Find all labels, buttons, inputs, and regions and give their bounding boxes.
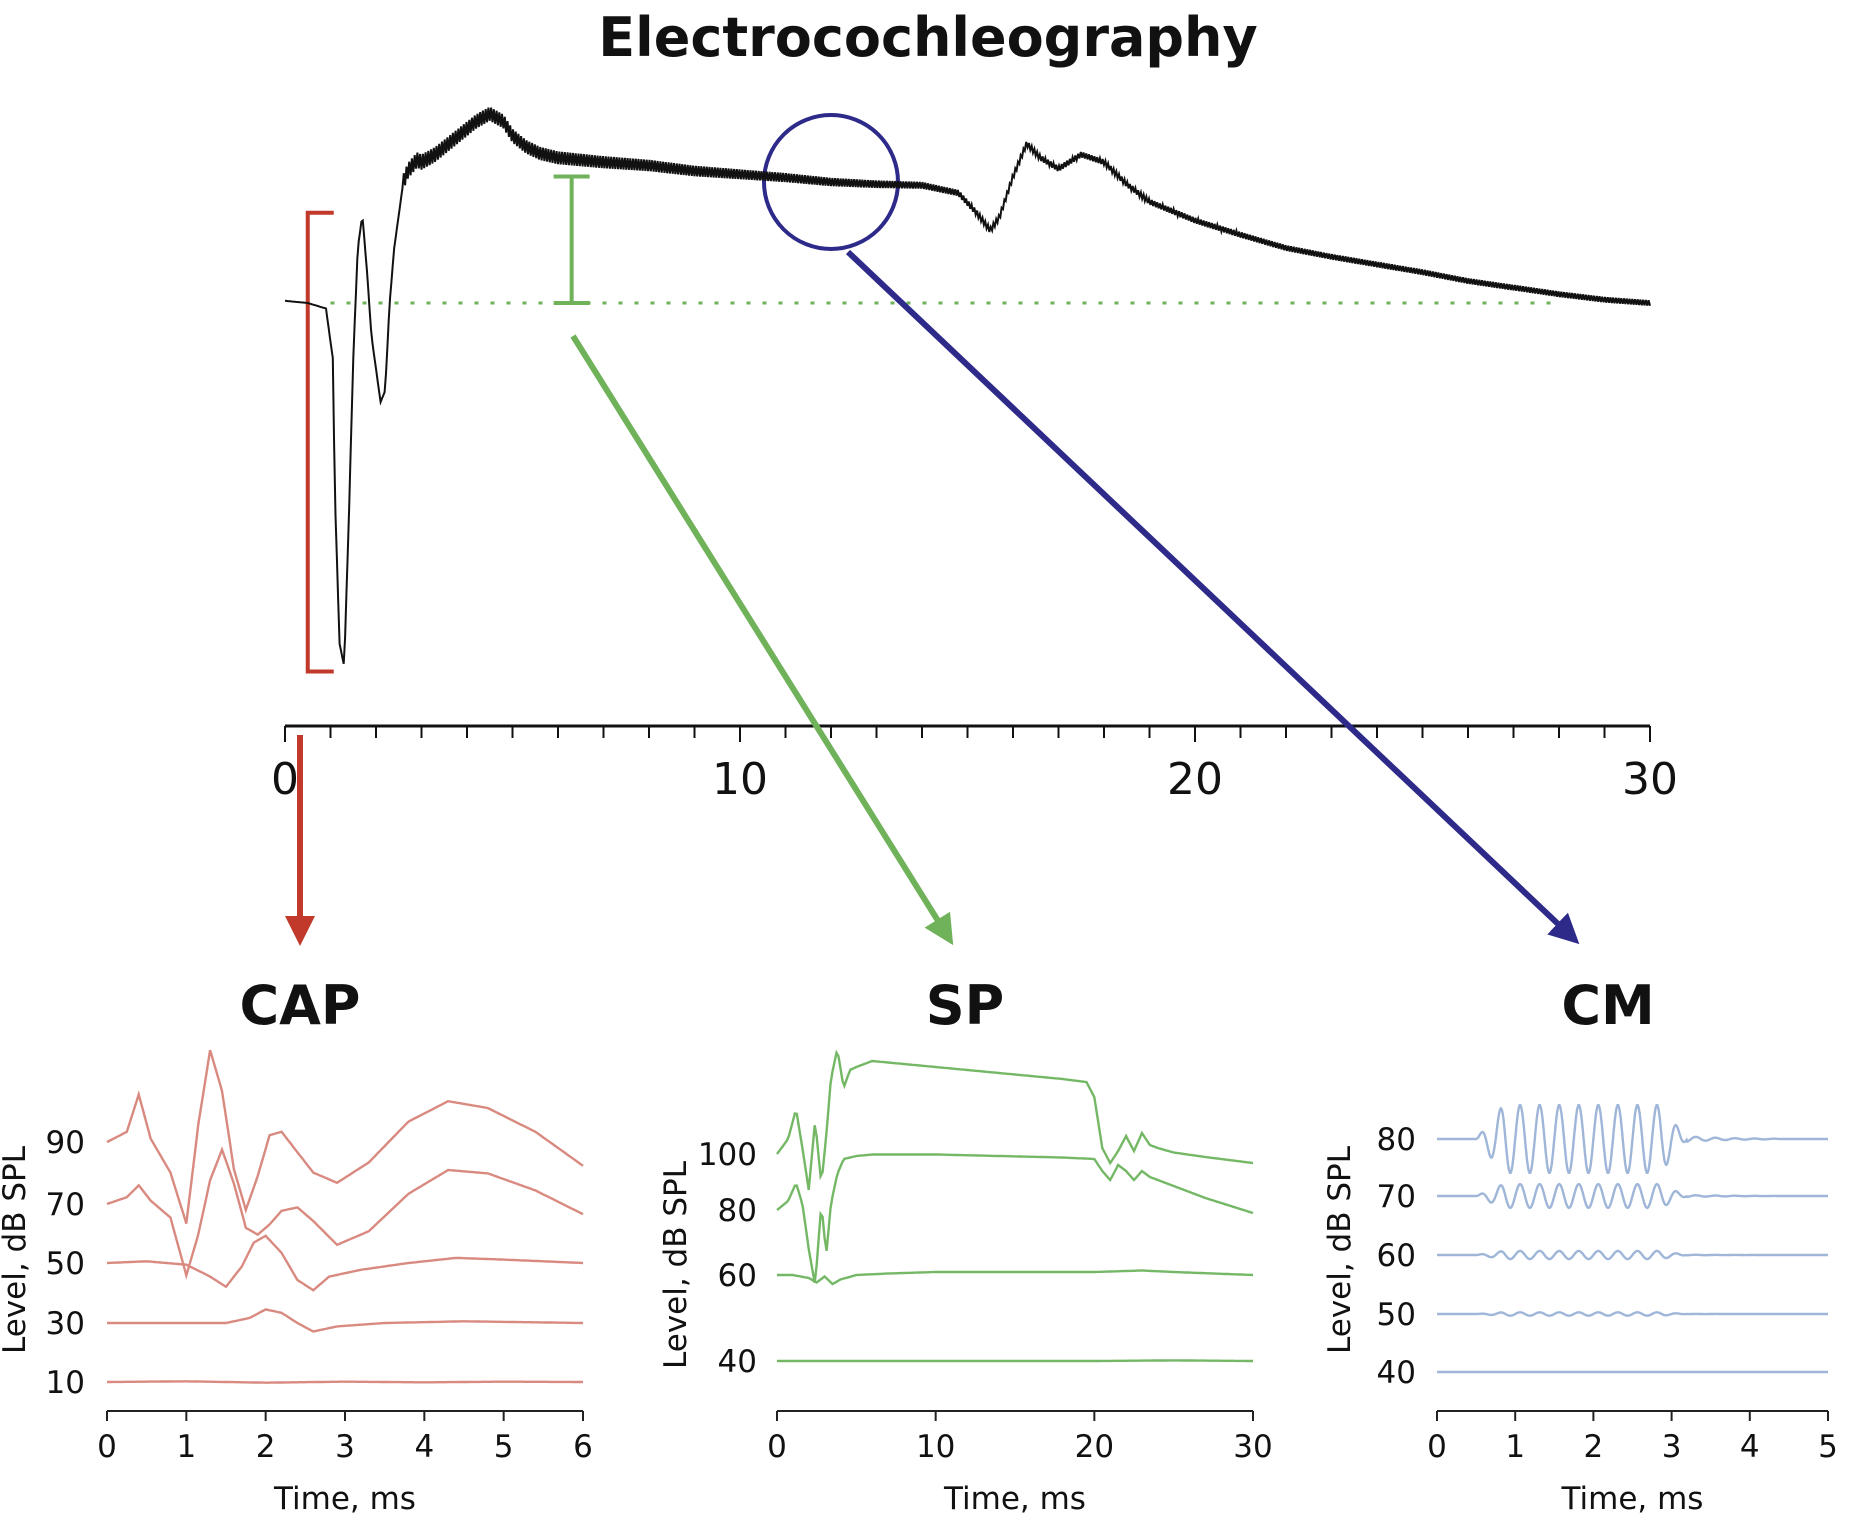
- cap-level-label: 50: [46, 1246, 85, 1282]
- cm-trace-60: [1437, 1249, 1828, 1261]
- cap-x-tick-label: 5: [494, 1429, 514, 1465]
- cm-trace-70: [1437, 1183, 1828, 1209]
- sp-level-label: 60: [718, 1258, 757, 1294]
- cap-bracket: [305, 210, 334, 674]
- sp-range-marker: [553, 174, 590, 305]
- cap-panel-title: CAP: [240, 974, 361, 1037]
- cap-trace-10: [107, 1380, 583, 1384]
- cm-level-label: 40: [1377, 1355, 1416, 1391]
- cap-level-label: 30: [46, 1306, 85, 1342]
- cap-x-axis-title: Time, ms: [273, 1481, 416, 1517]
- cm-level-label: 80: [1377, 1122, 1416, 1158]
- figure-title: Electrocochleography: [598, 6, 1257, 69]
- main-x-tick-label: 0: [271, 754, 299, 805]
- cm-panel: CM 0 1 2 3 4 5 Time, ms Level, dB SPL 80 70 60 50 40: [1322, 974, 1838, 1517]
- cap-level-label: 90: [46, 1125, 85, 1161]
- cap-level-label: 70: [46, 1187, 85, 1223]
- cm-x-tick-label: 3: [1662, 1429, 1682, 1465]
- cm-trace-50: [1437, 1311, 1828, 1317]
- sp-y-axis-title: Level, dB SPL: [658, 1160, 694, 1369]
- main-x-tick-label: 20: [1167, 754, 1223, 805]
- cm-level-label: 70: [1377, 1179, 1416, 1215]
- main-waveform-line: [284, 107, 1651, 665]
- sp-panel-title: SP: [926, 974, 1004, 1037]
- cap-x-tick-label: 3: [335, 1429, 355, 1465]
- sp-trace-40: [777, 1359, 1253, 1363]
- sp-x-axis-title: Time, ms: [943, 1481, 1086, 1517]
- connector-arrows: [285, 249, 1580, 946]
- cm-arrow: [845, 249, 1580, 945]
- cm-x-tick-label: 0: [1427, 1429, 1447, 1465]
- cm-trace-80: [1437, 1104, 1828, 1174]
- sp-arrow: [570, 334, 954, 946]
- sp-level-label: 100: [698, 1137, 757, 1173]
- sp-x-tick-label: 10: [916, 1429, 955, 1465]
- main-x-tick-label: 10: [712, 754, 768, 805]
- cm-y-axis-title: Level, dB SPL: [1322, 1145, 1358, 1354]
- sp-trace-60: [777, 1269, 1254, 1286]
- cm-level-label: 50: [1377, 1297, 1416, 1333]
- cm-x-tick-label: 2: [1584, 1429, 1604, 1465]
- cm-x-axis-title: Time, ms: [1561, 1481, 1704, 1517]
- cm-x-tick-label: 4: [1740, 1429, 1760, 1465]
- sp-x-tick-label: 0: [767, 1429, 787, 1465]
- cap-trace-90: [106, 1049, 584, 1224]
- cap-trace-30: [107, 1308, 583, 1333]
- main-x-axis: 0 10 20 30: [271, 724, 1678, 805]
- sp-x-tick-label: 30: [1233, 1429, 1272, 1465]
- cm-level-label: 60: [1377, 1238, 1416, 1274]
- cap-x-tick-label: 4: [414, 1429, 434, 1465]
- sp-level-label: 40: [718, 1344, 757, 1380]
- cap-x-tick-label: 0: [97, 1429, 117, 1465]
- sp-level-label: 80: [718, 1193, 757, 1229]
- main-x-tick-label: 30: [1622, 754, 1678, 805]
- cm-panel-title: CM: [1561, 974, 1654, 1037]
- ecochg-main-chart: 0 10 20 30: [271, 107, 1678, 805]
- main-annotations: [305, 113, 1559, 674]
- sp-trace-80: [776, 1153, 1254, 1284]
- cap-panel: CAP 0 1 2 3 4 5 6 Time, ms Level, dB SPL 90 70 50 30…: [0, 974, 593, 1517]
- sp-trace-100: [776, 1049, 1254, 1191]
- cm-x-tick-label: 1: [1505, 1429, 1525, 1465]
- cap-x-tick-label: 2: [256, 1429, 276, 1465]
- cap-trace-70: [106, 1146, 584, 1280]
- cap-level-label: 10: [46, 1365, 85, 1401]
- cap-y-axis-title: Level, dB SPL: [0, 1145, 33, 1354]
- cap-x-tick-label: 6: [573, 1429, 593, 1465]
- cap-trace-50: [106, 1234, 584, 1292]
- sp-x-tick-label: 20: [1075, 1429, 1114, 1465]
- cm-x-tick-label: 5: [1818, 1429, 1838, 1465]
- cap-x-tick-label: 1: [176, 1429, 196, 1465]
